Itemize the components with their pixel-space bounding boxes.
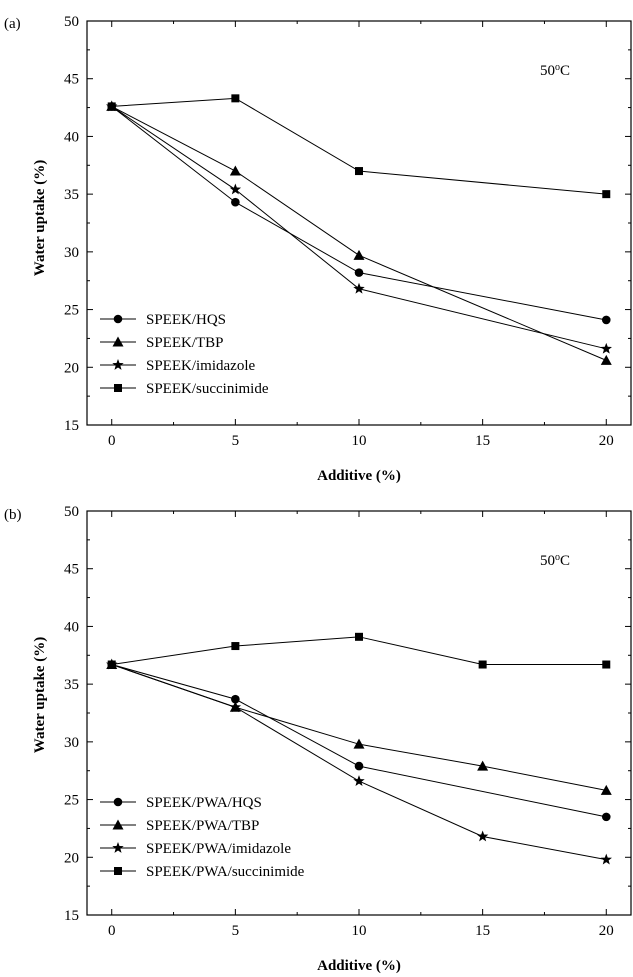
y-tick-label: 15 xyxy=(64,908,79,924)
data-point xyxy=(601,355,612,365)
data-point xyxy=(231,198,240,207)
y-tick-label: 35 xyxy=(64,187,79,203)
temperature-annotation-b: 50oC xyxy=(540,552,570,570)
legend-item: SPEEK/imidazole xyxy=(100,358,255,374)
y-tick-label: 50 xyxy=(64,504,79,520)
y-tick-label: 45 xyxy=(64,562,79,578)
legend-marker xyxy=(114,384,122,392)
x-tick-label: 0 xyxy=(108,923,116,939)
legend-label: SPEEK/succinimide xyxy=(146,381,269,397)
y-tick-label: 25 xyxy=(64,303,79,319)
panel-label-a: (a) xyxy=(4,16,21,32)
x-axis-title-a: Additive (%) xyxy=(317,468,401,484)
data-point xyxy=(477,831,488,842)
legend-item: SPEEK/PWA/HQS xyxy=(100,795,262,811)
legend-label: SPEEK/PWA/HQS xyxy=(146,795,262,811)
legend-label: SPEEK/PWA/TBP xyxy=(146,818,259,834)
data-point xyxy=(231,642,239,650)
series-triangle xyxy=(106,659,612,795)
x-tick-label: 15 xyxy=(475,433,490,449)
data-point xyxy=(602,316,611,325)
x-tick-label: 20 xyxy=(599,923,614,939)
temperature-annotation-a: 50oC xyxy=(540,62,570,80)
panel-label-b: (b) xyxy=(4,507,22,523)
y-tick-label: 45 xyxy=(64,72,79,88)
legend-item: SPEEK/HQS xyxy=(100,312,226,328)
data-point xyxy=(601,854,612,865)
legend-item: SPEEK/PWA/TBP xyxy=(100,818,259,834)
data-point xyxy=(355,268,364,277)
legend-label: SPEEK/HQS xyxy=(146,312,226,328)
y-tick-label: 20 xyxy=(64,850,79,866)
x-tick-label: 0 xyxy=(108,433,116,449)
series-square xyxy=(108,633,611,669)
series-square xyxy=(108,94,611,198)
y-tick-label: 30 xyxy=(64,245,79,261)
data-point xyxy=(231,94,239,102)
y-tick-label: 50 xyxy=(64,14,79,30)
legend-item: SPEEK/PWA/imidazole xyxy=(100,841,291,857)
data-point xyxy=(354,739,365,749)
data-point xyxy=(355,167,363,175)
series-line xyxy=(112,665,607,791)
x-tick-label: 10 xyxy=(352,923,367,939)
y-tick-label: 25 xyxy=(64,793,79,809)
series-line xyxy=(112,637,607,665)
legend-marker xyxy=(114,798,123,807)
x-axis-title-b: Additive (%) xyxy=(317,958,401,974)
panel-a: (a) 50oC Additive (%) Water uptake (%) xyxy=(4,16,570,484)
y-tick-label: 20 xyxy=(64,360,79,376)
legend-item: SPEEK/TBP xyxy=(100,335,224,351)
legend-marker xyxy=(112,359,123,370)
data-point xyxy=(479,661,487,669)
data-point xyxy=(355,762,364,771)
data-point xyxy=(353,775,364,786)
legend-label: SPEEK/PWA/imidazole xyxy=(146,841,291,857)
x-tick-label: 10 xyxy=(352,433,367,449)
y-tick-label: 40 xyxy=(64,619,79,635)
legend-label: SPEEK/PWA/succinimide xyxy=(146,864,305,880)
series-line xyxy=(112,98,607,194)
x-tick-label: 20 xyxy=(599,433,614,449)
legend-label: SPEEK/TBP xyxy=(146,335,224,351)
data-point xyxy=(602,661,610,669)
data-point xyxy=(230,166,241,176)
data-point xyxy=(108,102,116,110)
data-point xyxy=(354,250,365,260)
data-point xyxy=(353,283,364,294)
y-tick-label: 35 xyxy=(64,677,79,693)
data-point xyxy=(602,813,611,822)
legend-marker xyxy=(112,842,123,853)
x-tick-label: 5 xyxy=(232,923,240,939)
y-axis-title-a: Water uptake (%) xyxy=(32,160,48,276)
legend-marker xyxy=(114,867,122,875)
panel-b: (b) 50oC Additive (%) Water uptake (%) xyxy=(4,507,570,974)
legend-item: SPEEK/succinimide xyxy=(100,381,269,397)
x-tick-label: 5 xyxy=(232,433,240,449)
data-point xyxy=(355,633,363,641)
data-point xyxy=(601,343,612,354)
y-tick-label: 40 xyxy=(64,129,79,145)
legend-item: SPEEK/PWA/succinimide xyxy=(100,864,305,880)
legend-label: SPEEK/imidazole xyxy=(146,358,255,374)
data-point xyxy=(108,661,116,669)
y-tick-label: 15 xyxy=(64,418,79,434)
chart-a: 15 20 25 30 35 40 45 50 0 5 10 15 20 SPEEK/HQS SPEEK/T… xyxy=(64,14,631,449)
legend-marker xyxy=(114,315,123,324)
chart-b: 15 20 25 30 35 40 45 50 0 5 10 15 20 SPEEK/PWA/HQS SPE… xyxy=(64,504,631,939)
x-tick-label: 15 xyxy=(475,923,490,939)
y-axis-title-b: Water uptake (%) xyxy=(32,637,48,753)
data-point xyxy=(602,190,610,198)
y-tick-label: 30 xyxy=(64,735,79,751)
